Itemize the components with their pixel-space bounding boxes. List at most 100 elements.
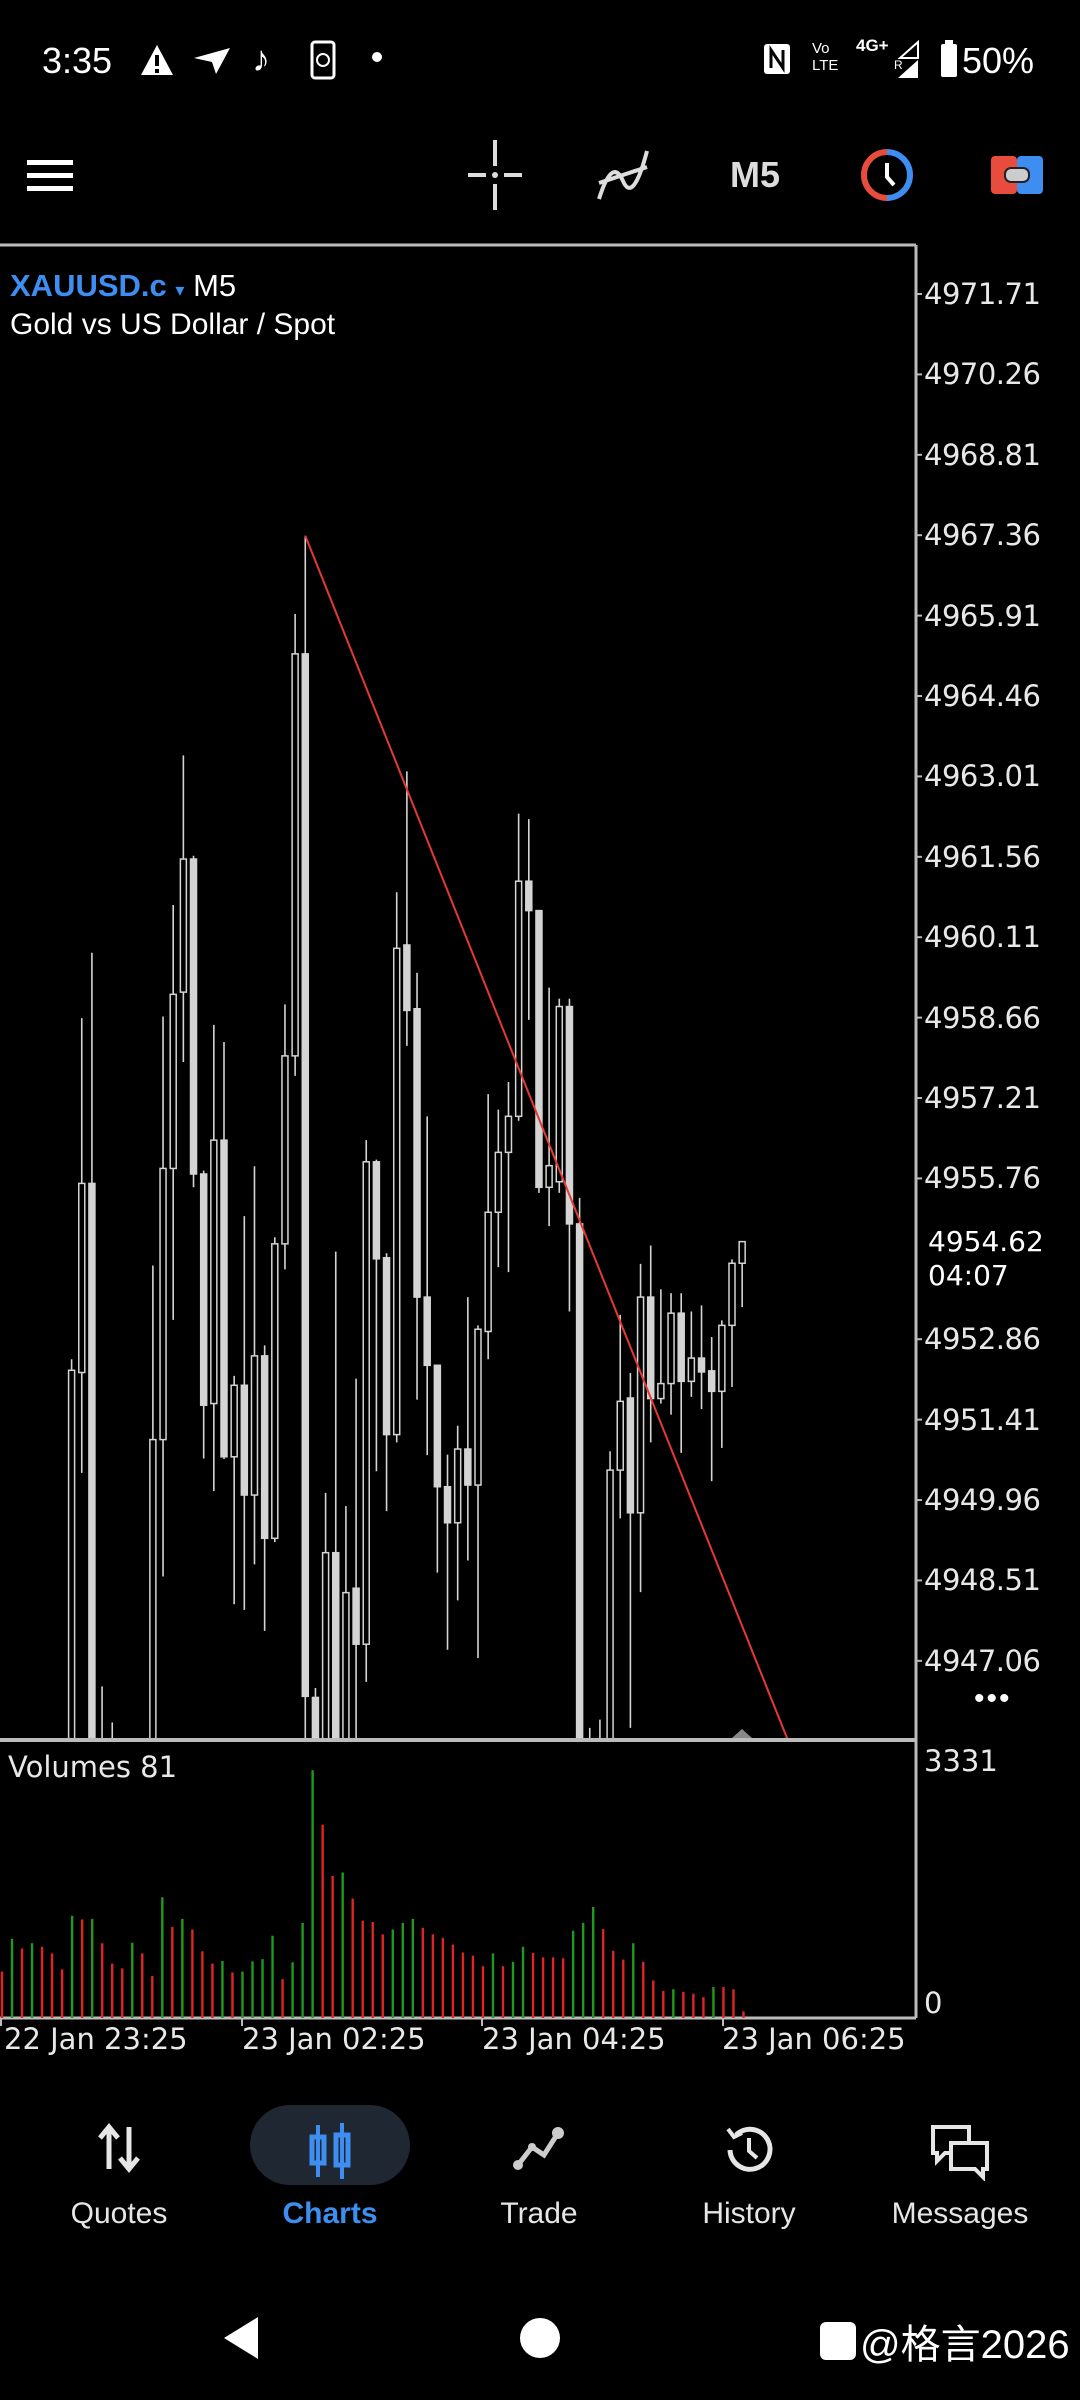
one-click-trade-button[interactable]: [982, 140, 1052, 210]
candle-body-bull: [728, 1262, 736, 1327]
candle-body-bear: [403, 944, 411, 1012]
crosshair-button[interactable]: [460, 140, 530, 210]
roaming-label: R: [894, 58, 903, 72]
candle-body-bear: [677, 1312, 685, 1383]
candle-body-bear: [352, 1587, 360, 1645]
time-tick: 23 Jan 02:25: [242, 2022, 426, 2056]
watermark-logo-icon: [820, 2322, 856, 2360]
candle-body-bull: [230, 1384, 238, 1458]
price-tick-label: 4949.96: [924, 1483, 1041, 1518]
candle-body-bear: [443, 1485, 452, 1524]
symbol-description: Gold vs US Dollar / Spot: [10, 308, 336, 341]
candle-body-bull: [271, 1243, 279, 1540]
candle-body-bull: [362, 1161, 370, 1645]
candle-body-bull: [555, 1005, 564, 1183]
candle-body-bear: [38, 1825, 44, 1853]
price-tick-label: 4947.06: [924, 1643, 1041, 1678]
candle-body-bear: [433, 1364, 442, 1488]
nav-history[interactable]: History: [649, 2105, 849, 2235]
candle-body-bull: [453, 1448, 462, 1524]
candle-body-bear: [332, 1551, 340, 1740]
nav-quotes[interactable]: Quotes: [19, 2105, 219, 2235]
candle-body-bear: [575, 1223, 584, 1740]
candle-body-bull: [667, 1312, 675, 1385]
candle-body-bull: [48, 1836, 54, 1853]
candle-body-bull: [210, 1139, 218, 1405]
timeframe-button[interactable]: M5: [729, 154, 780, 195]
price-chart[interactable]: [0, 0, 1080, 2060]
candle-body-bull: [514, 880, 523, 1118]
indicators-button[interactable]: [588, 140, 658, 210]
candle-body-bear: [646, 1296, 655, 1400]
nav-quotes-label: Quotes: [70, 2197, 168, 2230]
more-options-button[interactable]: •••: [974, 1682, 1012, 1715]
chart-symbol-header[interactable]: XAUUSD.c ▾ M5: [10, 268, 236, 304]
candle-body-bull: [18, 1842, 24, 1875]
candle-body-bear: [311, 1696, 320, 1740]
status-bar: 3:35 ♪ Vo LTE 4G+ R 50%: [0, 36, 1080, 88]
messages-icon: [931, 2125, 989, 2181]
time-tick: 23 Jan 06:25: [722, 2022, 906, 2056]
candle-body-bull: [718, 1324, 726, 1393]
clock-button[interactable]: [852, 140, 922, 210]
candle-body-bear: [88, 1182, 96, 1740]
watermark-text: @格言2026: [860, 2323, 1070, 2367]
hamburger-icon: [27, 160, 73, 191]
menu-button[interactable]: [20, 140, 80, 210]
candle-body-bear: [565, 1005, 574, 1225]
status-time: 3:35: [42, 40, 113, 81]
candle-body-bull: [657, 1382, 665, 1400]
price-tick-label: 4963.01: [924, 759, 1041, 794]
chart-timeframe: M5: [193, 268, 237, 303]
candle-body-bull: [179, 858, 188, 993]
back-icon[interactable]: [220, 2315, 260, 2361]
dot-icon: [372, 52, 382, 62]
candle-body-bear: [260, 1355, 269, 1540]
candle-body-bull: [149, 1438, 157, 1740]
price-tick-label: 4968.81: [924, 437, 1041, 472]
candle-body-bear: [199, 1173, 208, 1406]
trendline[interactable]: [304, 535, 789, 1740]
price-tick-label: 4964.46: [924, 679, 1041, 713]
candle-body-bull: [130, 1808, 136, 1830]
candle-body-bear: [382, 1256, 391, 1436]
candle-body-bull: [281, 1055, 289, 1245]
price-tick-label: 4971.71: [924, 277, 1041, 311]
battery-percent: 50%: [962, 40, 1035, 81]
candle-body-bull: [250, 1355, 259, 1496]
time-tick: 22 Jan 23:25: [4, 2022, 188, 2056]
quotes-arrows-icon: [98, 2123, 140, 2173]
nav-charts[interactable]: Charts: [230, 2105, 430, 2235]
home-icon[interactable]: [520, 2318, 560, 2358]
symbol-dropdown-icon[interactable]: ▾: [175, 280, 185, 300]
nav-history-label: History: [702, 2197, 796, 2230]
candle-body-bull: [169, 993, 177, 1170]
candle-body-bull: [109, 1803, 115, 1831]
candle-body-bull: [321, 1551, 330, 1740]
candle-body-bull: [606, 1469, 614, 1740]
price-tick-label: 4967.36: [924, 518, 1041, 553]
candle-body-bull: [0, 1836, 3, 1858]
symbol-name[interactable]: XAUUSD.c: [10, 268, 167, 303]
nav-trade-label: Trade: [500, 2197, 578, 2230]
crosshair-icon: [468, 140, 522, 210]
candle-body-bear: [525, 880, 533, 912]
one-click-trade-icon: [991, 156, 1043, 194]
candle-body-bull: [504, 1115, 513, 1154]
nav-messages[interactable]: Messages: [860, 2105, 1060, 2235]
active-pill: [250, 2105, 410, 2185]
candle-body-bear: [597, 1803, 603, 1814]
price-tick-label: 4948.51: [924, 1563, 1041, 1598]
candle-body-bull: [342, 1591, 350, 1740]
candle-body-bull: [291, 653, 299, 1057]
nav-trade[interactable]: Trade: [439, 2105, 639, 2235]
candle-body-bull: [58, 1831, 64, 1837]
indicators-icon: [597, 150, 649, 200]
nav-messages-label: Messages: [891, 2197, 1029, 2230]
candle-body-bear: [220, 1139, 228, 1458]
candle-body-bear: [301, 653, 310, 1698]
candle-body-bull: [67, 1369, 76, 1740]
candle-body-bull: [28, 1825, 34, 1842]
candles-icon: [309, 2123, 351, 2179]
volte-icon: Vo LTE: [812, 40, 839, 74]
